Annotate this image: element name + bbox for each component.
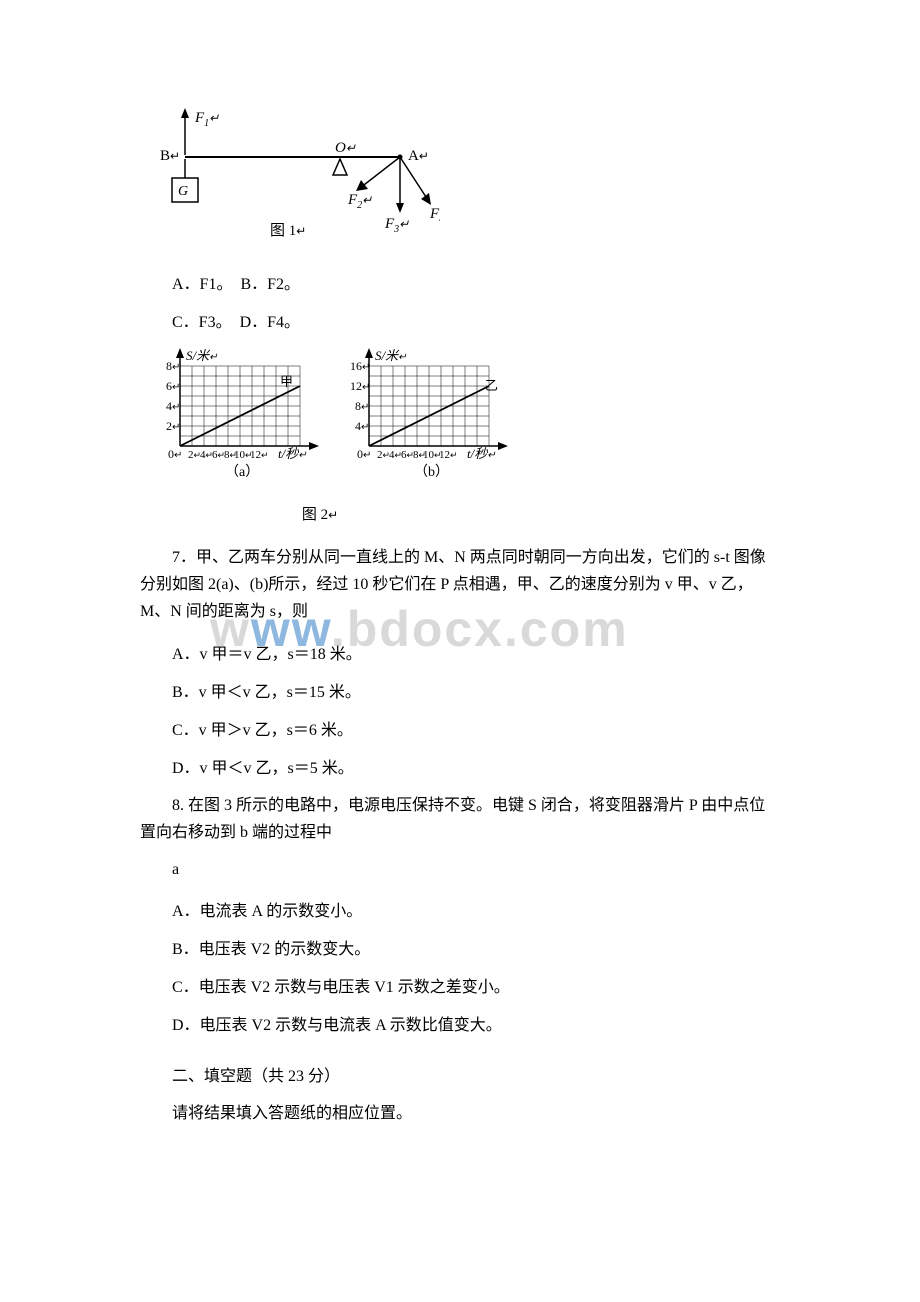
svg-text:S/米↵: S/米↵ <box>375 348 407 363</box>
q7-option-d: D．v 甲＜v 乙，s＝5 米。 <box>140 754 780 778</box>
o-label: O↵ <box>335 140 356 156</box>
fig1-caption: 图 1↵ <box>270 222 306 239</box>
svg-text:8↵: 8↵ <box>166 359 180 373</box>
svg-text:S/米↵: S/米↵ <box>186 348 218 363</box>
svg-text:（b）: （b） <box>414 464 449 480</box>
svg-text:0↵: 0↵ <box>357 447 371 461</box>
chart-b: 乙 4↵ 8↵ 12↵ 16↵ 0↵ 2↵ 4↵ 6↵ 8↵ 10↵ 12↵ S… <box>339 346 524 501</box>
f1-label: F1↵ <box>194 110 219 129</box>
svg-text:12↵: 12↵ <box>250 449 269 461</box>
svg-text:（a）: （a） <box>225 464 259 480</box>
q7-option-a: A．v 甲＝v 乙，s＝18 米。 <box>140 640 780 664</box>
q8-option-b: B．电压表 V2 的示数变大。 <box>140 935 780 959</box>
section2-title: 二、填空题（共 23 分） <box>140 1063 780 1090</box>
q7-stem: 7．甲、乙两车分别从同一直线上的 M、N 两点同时朝同一方向出发，它们的 s-t… <box>140 544 780 626</box>
fig2-caption: 图 2↵ <box>140 503 500 524</box>
svg-text:16↵: 16↵ <box>350 359 370 373</box>
q7-option-b: B．v 甲＜v 乙，s＝15 米。 <box>140 678 780 702</box>
g-label: G <box>178 184 188 199</box>
q6-options-line2: C．F3。 D．F4。 <box>140 308 780 332</box>
svg-text:4↵: 4↵ <box>166 399 180 413</box>
svg-text:12↵: 12↵ <box>350 379 370 393</box>
section2-instr: 请将结果填入答题纸的相应位置。 <box>140 1100 780 1127</box>
f3-label: F3↵ <box>384 216 409 235</box>
q8-a: a <box>140 856 780 883</box>
f4-label: F4↵ <box>429 206 440 225</box>
q7-option-c: C．v 甲＞v 乙，s＝6 米。 <box>140 716 780 740</box>
a-label: A↵ <box>408 148 429 164</box>
svg-text:t/秒↵: t/秒↵ <box>278 446 307 461</box>
lever-diagram: F1↵ B↵ A↵ O↵ G F2↵ <box>150 100 440 245</box>
svg-text:6↵: 6↵ <box>166 379 180 393</box>
chart-a: 甲 2↵ 4↵ 6↵ 8↵ 0↵ 2↵ 4↵ 6↵ 8↵ 10↵ 12↵ S/米… <box>150 346 335 501</box>
svg-text:t/秒↵: t/秒↵ <box>467 446 496 461</box>
q8-option-a: A．电流表 A 的示数变小。 <box>140 897 780 921</box>
q6-options-line1: A．F1。 B．F2。 <box>140 270 780 294</box>
svg-text:甲: 甲 <box>280 374 293 389</box>
svg-text:4↵: 4↵ <box>355 419 369 433</box>
svg-text:0↵: 0↵ <box>168 447 182 461</box>
figure-1: F1↵ B↵ A↵ O↵ G F2↵ <box>150 100 780 250</box>
q8-option-c: C．电压表 V2 示数与电压表 V1 示数之差变小。 <box>140 973 780 997</box>
q8-stem: 8. 在图 3 所示的电路中，电源电压保持不变。电键 S 闭合，将变阻器滑片 P… <box>140 792 780 846</box>
svg-text:12↵: 12↵ <box>439 449 458 461</box>
q8-option-d: D．电压表 V2 示数与电流表 A 示数比值变大。 <box>140 1011 780 1035</box>
svg-text:8↵: 8↵ <box>355 399 369 413</box>
svg-text:乙: 乙 <box>485 378 498 393</box>
figure-2: 甲 2↵ 4↵ 6↵ 8↵ 0↵ 2↵ 4↵ 6↵ 8↵ 10↵ 12↵ S/米… <box>140 346 780 524</box>
f2-label: F2↵ <box>347 192 372 211</box>
svg-text:2↵: 2↵ <box>166 419 180 433</box>
b-label: B↵ <box>160 148 180 164</box>
